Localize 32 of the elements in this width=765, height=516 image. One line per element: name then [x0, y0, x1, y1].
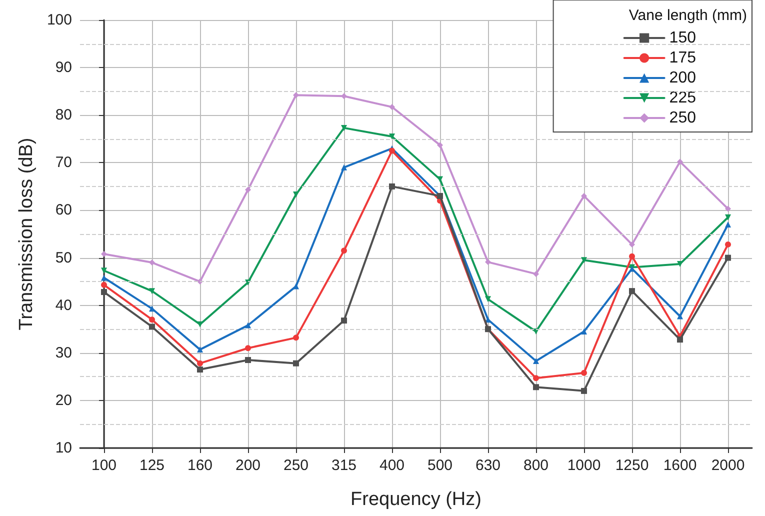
y-tick-label: 50	[55, 249, 72, 266]
y-tick-label: 70	[55, 154, 72, 172]
x-tick-label: 1000	[567, 457, 601, 474]
y-tick-label: 40	[55, 296, 72, 314]
x-tick-label: 125	[139, 457, 165, 474]
y-tick-label: 30	[55, 344, 72, 362]
y-tick-label: 10	[55, 440, 72, 456]
y-tick-label: 100	[46, 12, 72, 28]
x-tick-label: 2000	[711, 457, 745, 474]
legend-label: 200	[669, 70, 696, 86]
y-tick-label: 20	[55, 392, 72, 409]
x-tick-label: 250	[283, 457, 309, 474]
x-tick-label: 800	[523, 457, 549, 474]
legend-label: 150	[669, 30, 696, 46]
x-tick-label: 160	[187, 457, 213, 474]
y-axis-title: Transmission loss (dB)	[16, 138, 37, 330]
x-tick-label: 500	[427, 457, 453, 474]
x-tick-label: 630	[475, 457, 501, 474]
y-tick-label: 80	[55, 106, 72, 124]
x-tick-label: 315	[331, 457, 357, 474]
y-tick-label: 60	[55, 202, 72, 219]
legend-label: 250	[669, 110, 696, 126]
x-tick-label: 200	[235, 457, 261, 474]
x-tick-label: 400	[379, 457, 405, 474]
x-tick-label: 100	[91, 457, 117, 474]
y-tick-label: 90	[55, 59, 72, 76]
legend-label: 175	[669, 50, 696, 66]
x-tick-label: 1600	[663, 457, 697, 474]
x-axis-title: Frequency (Hz)	[350, 489, 482, 510]
legend-title: Vane length (mm)	[628, 7, 748, 24]
x-tick-label: 1250	[615, 457, 649, 474]
legend-label: 225	[669, 90, 696, 106]
